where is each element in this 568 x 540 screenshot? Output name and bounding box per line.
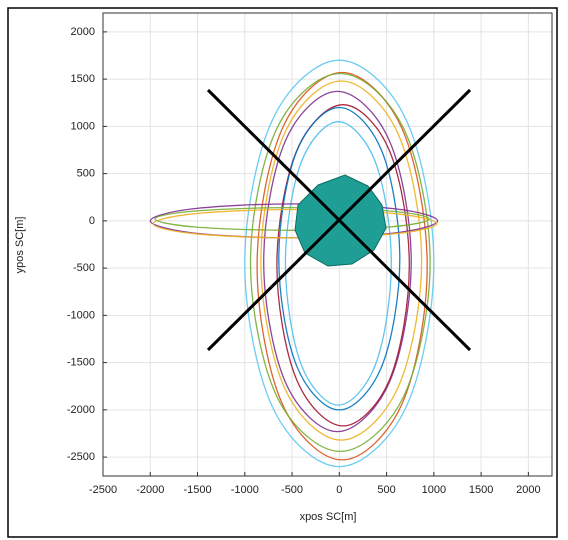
orbit-line — [244, 59, 435, 468]
y-tick-label: -2500 — [67, 451, 95, 463]
orbit-line — [260, 80, 423, 441]
y-tick-label: 0 — [89, 215, 95, 227]
x-axis-label: xpos SC[m] — [300, 511, 357, 523]
x-tick-label: -1000 — [231, 484, 259, 496]
x-tick-label: 1000 — [422, 484, 446, 496]
y-tick-label: 1000 — [71, 120, 95, 132]
x-tick-label: -2000 — [136, 484, 164, 496]
y-tick-label: -1000 — [67, 309, 95, 321]
orbit-line — [256, 71, 428, 461]
y-tick-label: 1500 — [71, 73, 95, 85]
orbit-line — [278, 106, 401, 411]
orbit-line — [263, 90, 412, 433]
x-tick-label: -1500 — [183, 484, 211, 496]
orbit-line — [152, 208, 438, 239]
tick-labels: -2500 -2000 -1500 -1000 -500 0 500 1000 1500 2000… — [67, 26, 541, 496]
x-tick-label: -2500 — [89, 484, 117, 496]
y-tick-label: -500 — [73, 262, 95, 274]
y-tick-label: 500 — [77, 168, 95, 180]
x-tick-label: 2000 — [516, 484, 540, 496]
y-axis-label: ypos SC[m] — [14, 217, 26, 274]
axes-box — [102, 12, 553, 477]
x-tick-label: 1500 — [469, 484, 493, 496]
cross-line — [206, 88, 472, 352]
orbit-line — [249, 72, 431, 453]
frame — [7, 7, 558, 538]
x-tick-label: -500 — [281, 484, 303, 496]
x-tick-label: 0 — [336, 484, 342, 496]
y-tick-label: -1500 — [67, 357, 95, 369]
y-tick-label: -2000 — [67, 404, 95, 416]
orbit-line — [284, 121, 392, 406]
orbit-line — [276, 104, 410, 427]
y-tick-label: 2000 — [71, 26, 95, 38]
x-tick-label: 500 — [377, 484, 395, 496]
grid — [102, 13, 552, 476]
